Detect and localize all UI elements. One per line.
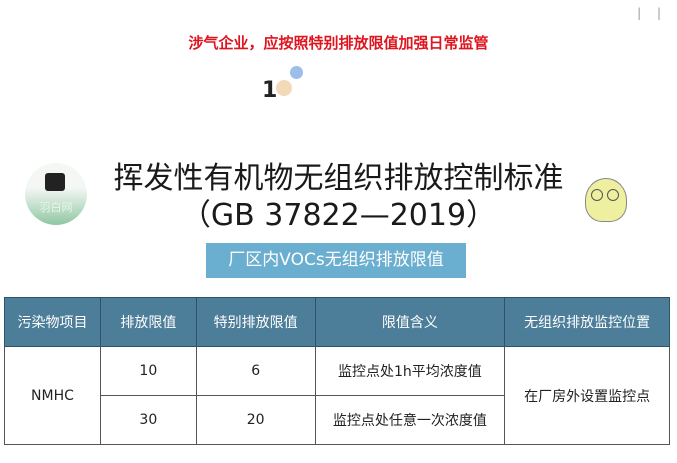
table-header-row: 污染物项目 排放限值 特别排放限值 限值含义 无组织排放监控位置 [4, 297, 670, 347]
limit-cell: 30 [99, 395, 197, 445]
meaning-cell: 监控点处1h平均浓度值 [314, 346, 506, 396]
column-header: 无组织排放监控位置 [504, 297, 670, 347]
limit-cell: 10 [99, 346, 197, 396]
logo: 羽白网 [25, 163, 87, 225]
limits-table: 污染物项目 排放限值 特别排放限值 限值含义 无组织排放监控位置 NMHC 10… [4, 297, 670, 445]
decor-dot [276, 80, 292, 96]
section-number: 1 [262, 78, 278, 103]
section-subtitle: 厂区内VOCs无组织排放限值 [206, 243, 466, 278]
meaning-cell: 监控点处任意一次浓度值 [314, 395, 506, 445]
column-header: 限值含义 [314, 297, 506, 347]
logo-mark-icon [45, 173, 65, 191]
column-header: 排放限值 [99, 297, 197, 347]
standard-code: （GB 37822—2019） [180, 198, 497, 233]
special-limit-cell: 20 [195, 395, 316, 445]
mascot-icon [585, 178, 627, 222]
page-title: 挥发性有机物无组织排放控制标准 [113, 161, 564, 196]
table-row: 30 20 监控点处任意一次浓度值 [5, 395, 670, 445]
table-row: NMHC 10 6 监控点处1h平均浓度值 在厂房外设置监控点 [4, 346, 670, 445]
logo-text: 羽白网 [39, 201, 73, 214]
headline: 涉气企业，应按照特别排放限值加强日常监管 [188, 34, 489, 52]
window-controls: | | [637, 6, 667, 20]
location-cell: 在厂房外设置监控点 [504, 346, 670, 445]
pollutant-cell: NMHC [4, 346, 101, 445]
column-header: 特别排放限值 [195, 297, 316, 347]
column-header: 污染物项目 [4, 297, 101, 347]
decor-dot [290, 66, 303, 79]
special-limit-cell: 6 [195, 346, 316, 396]
